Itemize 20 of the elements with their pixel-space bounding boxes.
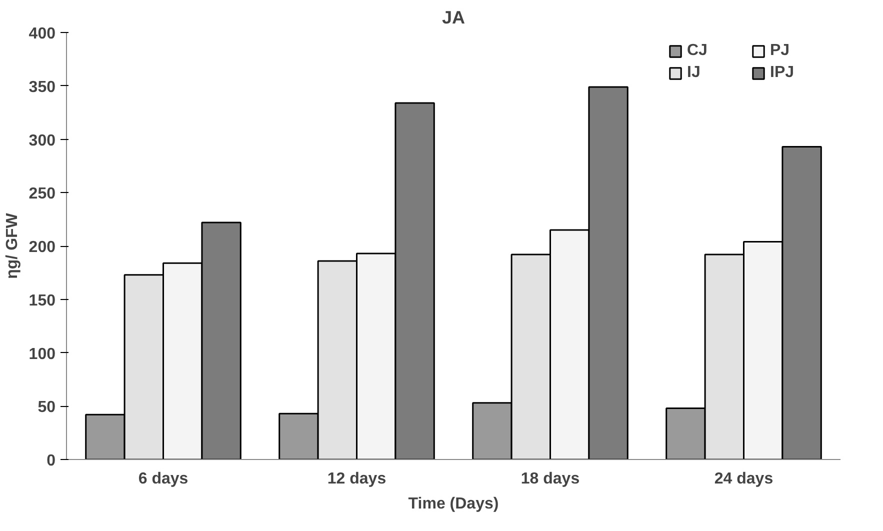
- y-tick-label: 200: [28, 239, 56, 256]
- y-tick-label: 250: [28, 186, 56, 203]
- y-axis-title: ηg/ GFW: [4, 212, 21, 279]
- y-tick-label: 350: [28, 78, 56, 96]
- y-tick-label: 50: [38, 399, 56, 416]
- y-tick-label: 100: [28, 346, 56, 363]
- x-tick-label: 12 days: [327, 470, 386, 488]
- y-tick-label: 400: [28, 26, 56, 42]
- x-axis-title: Time (Days): [408, 496, 499, 512]
- legend-label: IPJ: [770, 64, 796, 82]
- x-tick-label: 18 days: [520, 470, 580, 488]
- chart-title: JA: [442, 8, 466, 28]
- y-tick-label: 0: [46, 452, 56, 470]
- x-tick-label: 6 days: [138, 470, 188, 488]
- y-tick-label: 300: [28, 132, 56, 150]
- legend-label: PJ: [770, 42, 791, 60]
- legend-label: CJ: [687, 42, 708, 60]
- legend-label: IJ: [687, 64, 702, 82]
- y-tick-label: 150: [28, 292, 56, 310]
- x-tick-label: 24 days: [714, 470, 774, 488]
